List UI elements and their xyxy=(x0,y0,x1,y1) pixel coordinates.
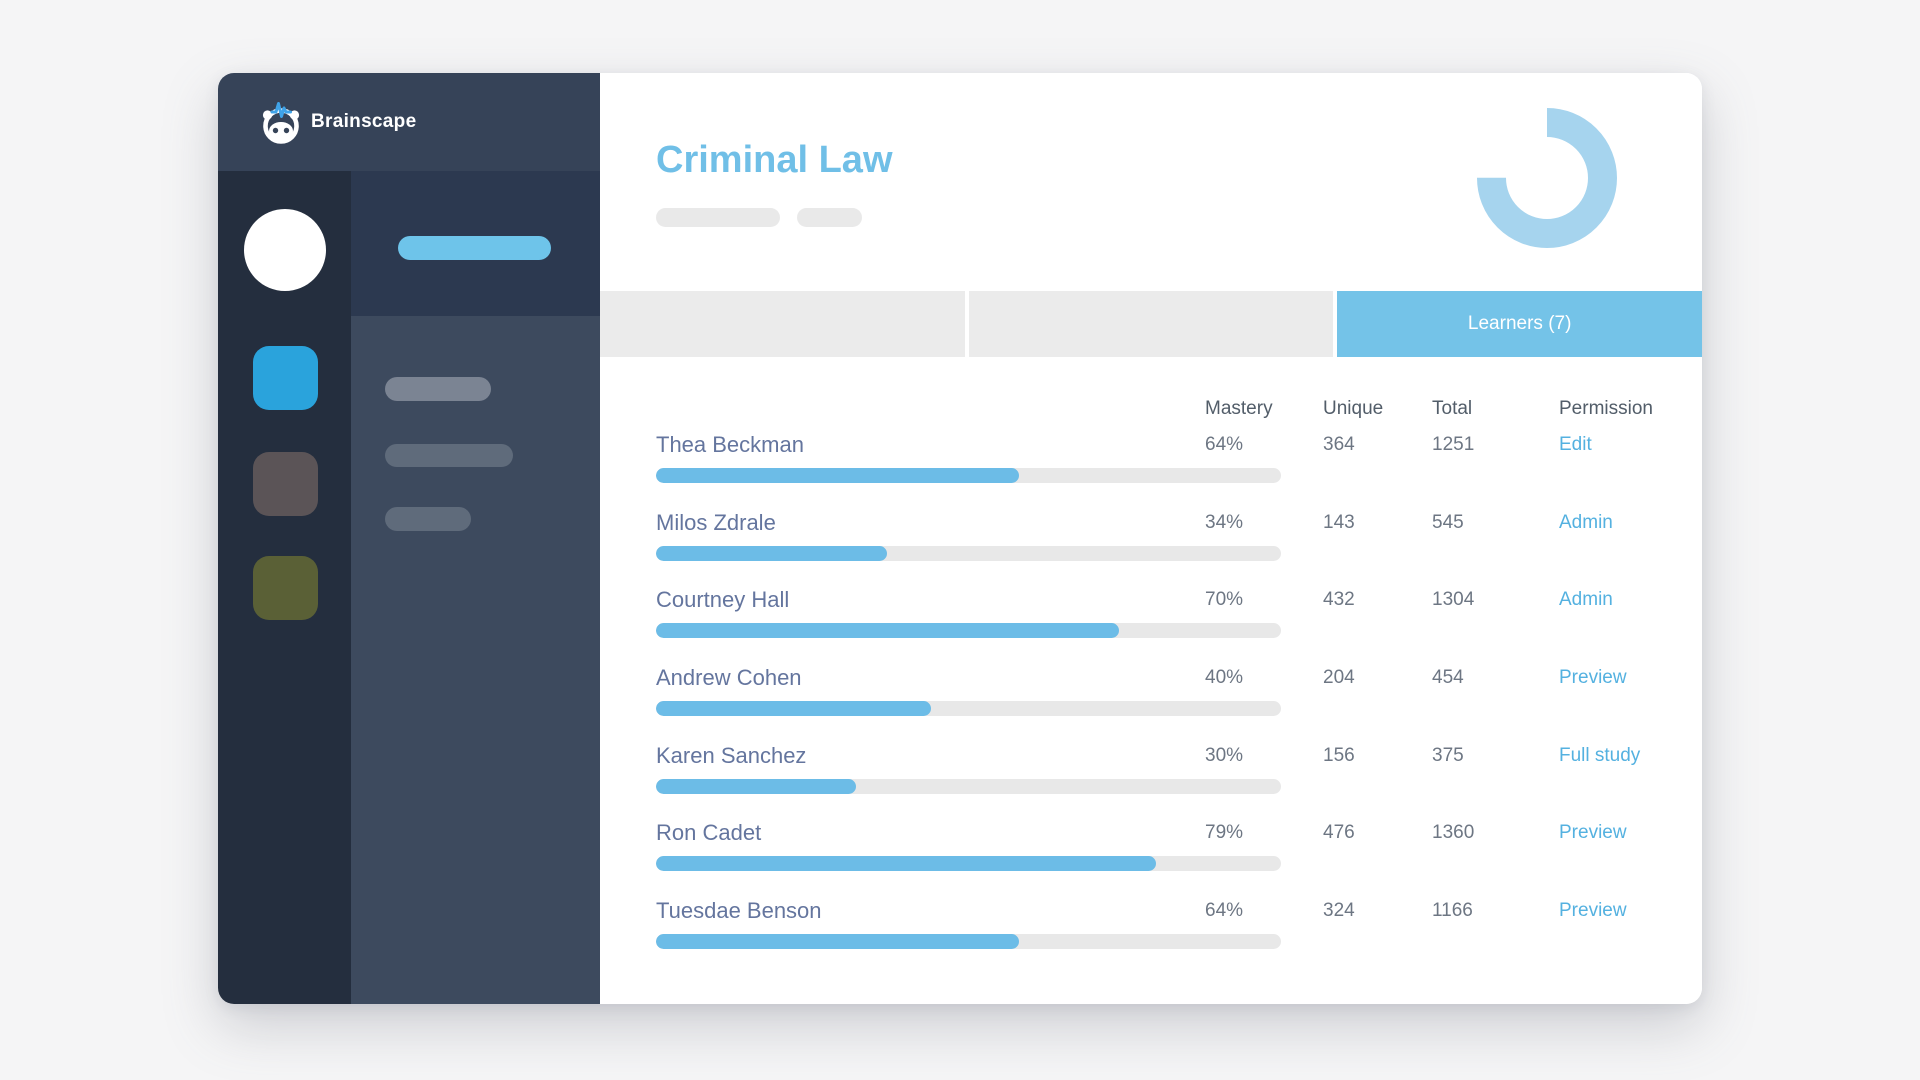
tab-learners[interactable]: Learners (7) xyxy=(1337,291,1702,357)
unique-value: 204 xyxy=(1323,667,1355,689)
title-skeleton-2 xyxy=(797,208,862,227)
mastery-progress-track xyxy=(656,856,1281,872)
total-value: 454 xyxy=(1432,667,1464,689)
unique-value: 364 xyxy=(1323,434,1355,455)
sidebar: Brainscape xyxy=(218,73,600,1004)
mastery-progress-fill xyxy=(656,856,1156,872)
total-value: 1166 xyxy=(1432,900,1473,922)
permission-link[interactable]: Preview xyxy=(1559,822,1627,844)
unique-value: 476 xyxy=(1323,822,1355,844)
main-panel: Criminal Law Learners (7) Mastery Unique… xyxy=(600,73,1702,1004)
learner-name[interactable]: Karen Sanchez xyxy=(656,742,807,768)
unique-value: 156 xyxy=(1323,744,1355,766)
learner-name[interactable]: Tuesdae Benson xyxy=(656,898,822,924)
brainscape-logo-icon xyxy=(262,102,300,144)
mastery-progress-fill xyxy=(656,623,1119,639)
learner-name[interactable]: Courtney Hall xyxy=(656,587,790,613)
learner-name[interactable]: Thea Beckman xyxy=(656,432,804,457)
permission-link[interactable]: Admin xyxy=(1559,511,1613,533)
permission-link[interactable]: Preview xyxy=(1559,900,1627,922)
learner-name[interactable]: Ron Cadet xyxy=(656,820,762,846)
permission-link[interactable]: Edit xyxy=(1559,434,1592,455)
total-value: 1360 xyxy=(1432,822,1475,844)
mastery-progress-track xyxy=(656,778,1281,794)
table-row: Karen Sanchez 30% 156 375 Full study xyxy=(600,738,1702,816)
learner-name[interactable]: Milos Zdrale xyxy=(656,509,776,535)
sidebar-rail xyxy=(218,171,351,1004)
nav-placeholder-2[interactable] xyxy=(385,444,513,467)
mastery-progress-fill xyxy=(656,934,1019,950)
subnav-active-item[interactable] xyxy=(351,171,600,316)
nav-placeholder-3[interactable] xyxy=(385,507,471,531)
class-tile-blue[interactable] xyxy=(253,346,318,410)
class-tile-gray[interactable] xyxy=(253,452,318,516)
tab-2[interactable] xyxy=(968,291,1334,357)
total-value: 375 xyxy=(1432,744,1464,766)
table-row: Thea Beckman 64% 364 1251 Edit xyxy=(600,427,1702,505)
unique-value: 143 xyxy=(1323,511,1355,533)
mastery-value: 70% xyxy=(1205,589,1244,611)
table-header-row: Mastery Unique Total Permission xyxy=(600,391,1702,427)
header-mastery: Mastery xyxy=(1205,398,1273,419)
mastery-value: 64% xyxy=(1205,434,1244,455)
app-window: Brainscape Criminal Law Learners xyxy=(218,73,1702,1004)
sidebar-subnav xyxy=(351,171,600,1004)
table-row: Andrew Cohen 40% 204 454 Preview xyxy=(600,660,1702,738)
permission-link[interactable]: Preview xyxy=(1559,667,1627,689)
mastery-progress-track xyxy=(656,623,1281,639)
permission-link[interactable]: Admin xyxy=(1559,589,1613,611)
table-row: Ron Cadet 79% 476 1360 Preview xyxy=(600,815,1702,893)
tab-1[interactable] xyxy=(600,291,965,357)
mastery-value: 34% xyxy=(1205,511,1244,533)
table-row: Milos Zdrale 34% 143 545 Admin xyxy=(600,505,1702,583)
mastery-value: 79% xyxy=(1205,822,1244,844)
active-nav-placeholder xyxy=(398,236,551,260)
mastery-value: 30% xyxy=(1205,744,1244,766)
learners-table: Mastery Unique Total Permission Thea Bec… xyxy=(600,391,1702,971)
permission-link[interactable]: Full study xyxy=(1559,744,1641,766)
title-skeleton-1 xyxy=(656,208,780,227)
total-value: 1304 xyxy=(1432,589,1475,611)
total-value: 1251 xyxy=(1432,434,1475,455)
mastery-value: 64% xyxy=(1205,900,1244,922)
tab-bar: Learners (7) xyxy=(600,291,1702,357)
avatar[interactable] xyxy=(244,209,326,291)
mastery-progress-fill xyxy=(656,468,1019,483)
mastery-value: 40% xyxy=(1205,667,1244,689)
class-tile-olive[interactable] xyxy=(253,556,318,620)
mastery-progress-fill xyxy=(656,545,888,561)
brand-name: Brainscape xyxy=(311,111,417,132)
mastery-progress-track xyxy=(656,545,1281,561)
header-permission: Permission xyxy=(1559,398,1653,419)
mastery-progress-track xyxy=(656,468,1281,483)
mastery-progress-fill xyxy=(656,778,856,794)
table-row: Courtney Hall 70% 432 1304 Admin xyxy=(600,582,1702,660)
unique-value: 432 xyxy=(1323,589,1355,611)
nav-placeholder-1[interactable] xyxy=(385,377,491,401)
table-row: Tuesdae Benson 64% 324 1166 Preview xyxy=(600,893,1702,971)
mastery-progress-track xyxy=(656,701,1281,717)
header-unique: Unique xyxy=(1323,398,1384,419)
mastery-donut-chart xyxy=(1477,108,1617,248)
learner-name[interactable]: Andrew Cohen xyxy=(656,665,802,691)
mastery-progress-track xyxy=(656,934,1281,950)
sidebar-header: Brainscape xyxy=(218,73,600,171)
header-total: Total xyxy=(1432,398,1473,419)
unique-value: 324 xyxy=(1323,900,1355,922)
page-title: Criminal Law xyxy=(656,139,893,181)
mastery-progress-fill xyxy=(656,701,931,717)
total-value: 545 xyxy=(1432,511,1464,533)
